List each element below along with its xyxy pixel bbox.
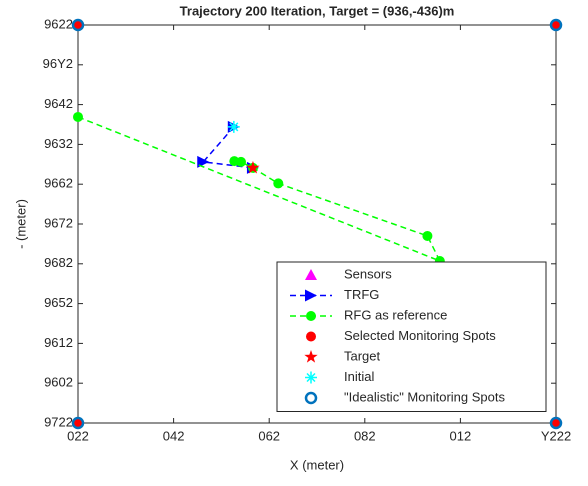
y-tick-label: 9602 — [44, 375, 73, 390]
x-tick-label: 042 — [163, 428, 185, 443]
y-tick-label: 9612 — [44, 335, 73, 350]
y-tick-label: 9672 — [44, 215, 73, 230]
marker — [73, 418, 83, 428]
marker — [71, 18, 85, 32]
marker — [551, 20, 561, 30]
y-axis-label: - (meter) — [13, 199, 28, 249]
x-tick-label: Y222 — [541, 428, 571, 443]
legend-label: Initial — [344, 369, 374, 384]
x-tick-label: 012 — [450, 428, 472, 443]
y-tick-label: 9662 — [44, 176, 73, 191]
marker — [246, 160, 260, 174]
legend-box — [276, 261, 547, 412]
marker — [227, 120, 240, 133]
x-tick-label: 062 — [258, 428, 280, 443]
marker — [304, 350, 318, 363]
marker — [73, 20, 83, 30]
y-tick-label: 9652 — [44, 295, 73, 310]
marker — [549, 416, 563, 430]
marker — [71, 416, 85, 430]
marker — [229, 156, 240, 167]
chart-title: Trajectory 200 Iteration, Target = (936,… — [180, 3, 455, 18]
series-line — [201, 126, 254, 169]
marker — [273, 178, 284, 189]
legend-label: Selected Monitoring Spots — [344, 328, 496, 343]
marker — [422, 230, 433, 241]
legend-label: RFG as reference — [344, 307, 447, 322]
y-tick-label: 9632 — [44, 136, 73, 151]
marker — [551, 418, 561, 428]
x-tick-label: 022 — [67, 428, 89, 443]
legend-label: Target — [344, 348, 381, 363]
y-tick-label: 9722 — [44, 414, 73, 429]
marker — [305, 289, 317, 302]
x-tick-label: 082 — [354, 428, 376, 443]
y-tick-label: 9642 — [44, 96, 73, 111]
legend-label: "Idealistic" Monitoring Spots — [344, 389, 505, 404]
marker — [305, 371, 317, 384]
marker — [304, 391, 318, 405]
y-tick-label: 96Y2 — [43, 56, 73, 71]
y-tick-label: 9682 — [44, 255, 73, 270]
marker — [73, 111, 83, 122]
legend: Sensors TRFG RFG as reference Selected Moni… — [276, 261, 547, 412]
marker — [549, 18, 563, 32]
marker — [305, 269, 317, 280]
legend-label: Sensors — [344, 266, 392, 281]
marker — [306, 331, 316, 342]
x-axis-label: X (meter) — [290, 457, 344, 472]
legend-label: TRFG — [344, 287, 379, 302]
marker — [306, 311, 316, 321]
y-tick-label: 9622 — [44, 16, 73, 31]
